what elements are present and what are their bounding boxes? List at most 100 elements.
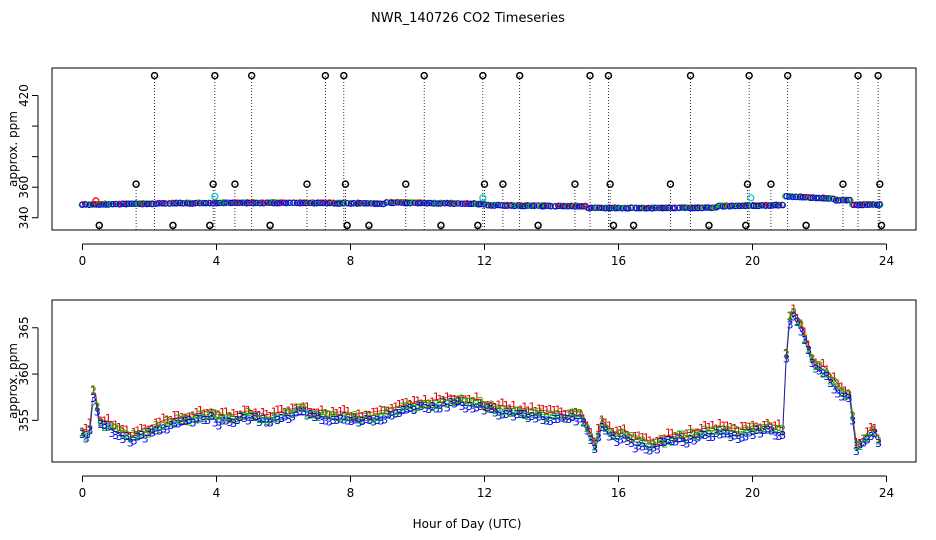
series-marker: 3	[145, 426, 152, 439]
series-marker: 2	[142, 426, 149, 439]
series-marker: 3	[731, 430, 738, 443]
series-marker: 1	[219, 406, 226, 419]
series-point	[675, 204, 683, 212]
series-marker: 3	[79, 428, 86, 441]
series-marker: 3	[97, 418, 104, 431]
series-marker: 2	[208, 409, 215, 422]
series-marker: 1	[717, 417, 724, 430]
series-marker: 1	[304, 401, 311, 414]
series-marker: 2	[724, 423, 731, 436]
series-marker: 2	[304, 408, 311, 421]
series-point	[276, 199, 283, 207]
series-marker: 1	[389, 402, 396, 415]
series-marker: 1	[691, 428, 698, 441]
series-marker: 2	[831, 375, 838, 388]
series-marker: 2	[226, 410, 233, 423]
series-marker: 3	[661, 436, 668, 449]
series-point	[286, 199, 294, 206]
series-marker: 2	[621, 427, 628, 440]
series-marker: 3	[680, 436, 687, 449]
series-point	[145, 200, 152, 208]
series-marker: 1	[396, 398, 403, 411]
series-point	[873, 201, 881, 209]
top-x-tick-label: 16	[611, 254, 626, 268]
series-marker: 2	[249, 410, 256, 423]
series-line	[82, 307, 877, 444]
series-marker: 3	[112, 429, 119, 442]
series-point	[153, 200, 160, 207]
series-marker: 2	[116, 423, 123, 436]
series-marker: 3	[182, 415, 189, 428]
series-marker: 3	[149, 427, 156, 440]
series-marker: 2	[311, 408, 318, 421]
outlier-mid-point	[876, 180, 884, 188]
series-marker: 2	[569, 406, 576, 419]
series-marker: 3	[245, 415, 252, 428]
series-marker: 3	[448, 396, 455, 409]
series-marker: 1	[451, 393, 458, 406]
series-marker: 3	[783, 352, 790, 365]
series-marker: 1	[333, 407, 340, 420]
series-marker: 2	[267, 414, 274, 427]
series-marker: 2	[576, 407, 583, 420]
series-marker: 1	[739, 420, 746, 433]
series-marker: 3	[849, 415, 856, 428]
series-point	[196, 200, 204, 207]
series-point	[253, 199, 260, 207]
series-marker: 2	[366, 413, 373, 426]
series-marker: 1	[315, 407, 322, 420]
series-marker: 3	[525, 412, 532, 425]
series-point	[595, 204, 603, 212]
series-marker: 3	[521, 408, 528, 421]
series-point	[807, 194, 814, 202]
series-marker: 2	[212, 407, 219, 420]
series-marker: 3	[488, 403, 495, 416]
series-point	[793, 193, 800, 201]
series-marker: 2	[525, 410, 532, 423]
series-marker: 1	[588, 426, 595, 439]
series-point	[691, 204, 699, 212]
series-marker: 3	[764, 424, 771, 437]
series-marker: 2	[812, 360, 819, 373]
series-marker: 3	[742, 430, 749, 443]
series-point	[216, 199, 223, 207]
series-marker: 1	[746, 420, 753, 433]
series-marker: 1	[300, 400, 307, 413]
series-marker: 2	[403, 400, 410, 413]
series-marker: 3	[274, 414, 281, 427]
series-marker: 1	[842, 384, 849, 397]
series-marker: 2	[473, 398, 480, 411]
series-marker: 2	[746, 424, 753, 437]
series-marker: 3	[628, 437, 635, 450]
series-marker: 3	[860, 436, 867, 449]
bottom-x-tick-label: 20	[745, 486, 760, 500]
series-marker: 1	[827, 372, 834, 385]
series-marker: 2	[108, 420, 115, 433]
series-marker: 3	[440, 396, 447, 409]
series-point	[665, 204, 672, 212]
series-marker: 2	[565, 407, 572, 420]
series-marker: 1	[665, 426, 672, 439]
series-point	[430, 200, 437, 207]
series-marker: 3	[875, 437, 882, 450]
series-marker: 2	[735, 429, 742, 442]
series-marker: 2	[820, 366, 827, 379]
series-point	[431, 199, 438, 206]
series-point	[652, 204, 659, 211]
series-marker: 3	[790, 310, 797, 323]
series-marker: 2	[193, 413, 200, 426]
series-point	[477, 201, 484, 208]
series-marker: 2	[97, 416, 104, 429]
series-point	[310, 200, 318, 207]
series-marker: 3	[473, 402, 480, 415]
outlier-mid-point	[209, 180, 217, 188]
series-marker: 2	[827, 374, 834, 387]
series-point	[649, 205, 656, 212]
series-marker: 2	[584, 422, 591, 435]
series-marker: 1	[757, 421, 764, 434]
series-marker: 1	[768, 421, 775, 434]
series-marker: 3	[816, 364, 823, 377]
series-point	[437, 200, 444, 207]
series-marker: 1	[764, 417, 771, 430]
series-marker: 1	[643, 431, 650, 444]
